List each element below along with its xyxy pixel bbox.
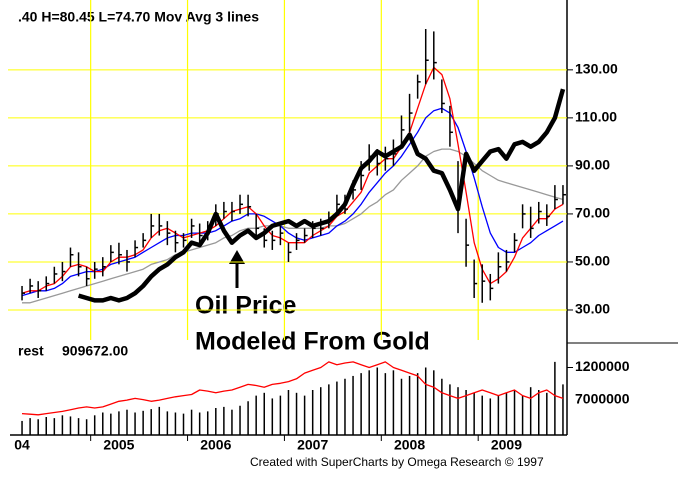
y-tick-label: 110.00	[575, 109, 617, 125]
x-tick-label: 2006	[200, 437, 231, 453]
y-tick-label: 7000000	[575, 391, 630, 407]
annotation: Modeled From Gold	[195, 328, 430, 356]
plot: 130.00 110.00 90.00 70.00 50.00 30.00 04 2005 20…	[8, 0, 630, 453]
header: .40 H=80.45 L=74.70 Mov Avg 3 lines	[18, 9, 259, 25]
x-tick-label: 04	[14, 437, 30, 453]
x-tick-label: 2007	[297, 437, 328, 453]
x-tick-label: 2009	[491, 437, 522, 453]
x-tick-label: 2005	[103, 437, 134, 453]
y-tick-label: 30.00	[575, 301, 610, 317]
series-line	[21, 107, 564, 297]
y-tick-label: 130.00	[575, 61, 618, 77]
series-line	[21, 361, 564, 416]
series-line	[22, 148, 564, 304]
annotation-arrow	[229, 250, 245, 288]
y-tick-label: 70.00	[575, 205, 610, 221]
y-tick-label: 1200000	[575, 358, 630, 374]
y-tick-label: 50.00	[575, 253, 610, 269]
rest-label: rest	[18, 343, 44, 359]
footer: Created with SuperCharts by Omega Resear…	[250, 455, 544, 469]
y-tick-label: 90.00	[575, 157, 610, 173]
rest-value: 909672.00	[62, 343, 128, 359]
series-line	[77, 88, 566, 303]
annotation: Oil Price	[195, 292, 297, 320]
x-tick-label: 2008	[394, 437, 425, 453]
series-line	[21, 66, 564, 294]
